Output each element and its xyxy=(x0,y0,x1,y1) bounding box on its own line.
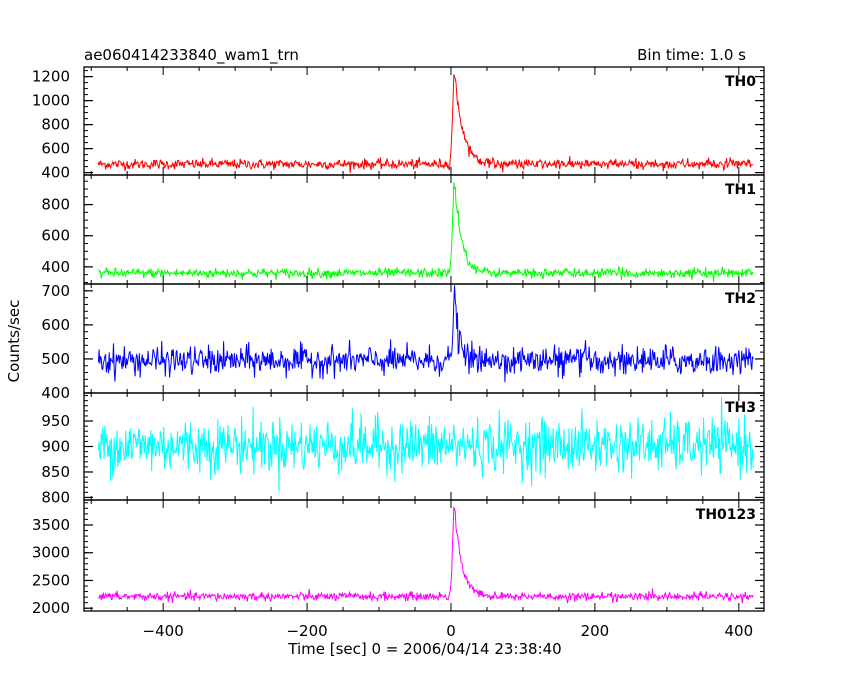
series-line-th0 xyxy=(97,74,754,174)
series-line-th2 xyxy=(97,285,754,383)
x-tick-label: −200 xyxy=(286,622,327,640)
panel-label-th3: TH3 xyxy=(725,400,756,416)
series-line-th0123 xyxy=(98,506,754,604)
panel-frame xyxy=(83,174,765,285)
panel-frame xyxy=(83,499,765,612)
y-tick-label: 400 xyxy=(41,164,70,182)
x-axis-label: Time [sec] 0 = 2006/04/14 23:38:40 xyxy=(287,640,561,658)
y-tick-label: 3500 xyxy=(32,516,70,534)
panel-th1: 400 600 800 TH1 xyxy=(41,174,765,285)
panel-frame xyxy=(83,283,765,394)
x-tick-label: 400 xyxy=(724,622,753,640)
y-tick-label: 700 xyxy=(41,282,70,300)
y-tick-label: 3000 xyxy=(32,544,70,562)
panel-th0: 400 600 800 1000 1200 TH0 xyxy=(32,66,765,182)
panel-frame xyxy=(83,66,765,176)
panel-th0123: 2000 2500 3000 3500 TH0123 xyxy=(32,499,765,617)
y-tick-label: 1200 xyxy=(32,68,70,86)
panel-th3: 800 850 900 950 TH3 xyxy=(41,392,765,506)
panel-label-th0123: TH0123 xyxy=(696,507,756,523)
y-tick-label: 600 xyxy=(41,227,70,245)
panel-label-th1: TH1 xyxy=(725,182,756,198)
y-tick-label: 800 xyxy=(41,488,70,506)
x-tick-label: 200 xyxy=(581,622,610,640)
panel-th2: 400 500 600 700 TH2 xyxy=(41,282,765,402)
series-line-th1 xyxy=(98,182,754,283)
panel-label-th2: TH2 xyxy=(725,291,756,307)
y-tick-label: 950 xyxy=(41,412,70,430)
panel-label-th0: TH0 xyxy=(725,74,756,90)
series-line-th3 xyxy=(97,397,754,492)
y-tick-label: 800 xyxy=(41,116,70,134)
y-tick-label: 2000 xyxy=(32,599,70,617)
y-tick-label: 600 xyxy=(41,140,70,158)
y-tick-label: 2500 xyxy=(32,571,70,589)
panels-group: 400 600 800 1000 1200 TH0 400 600 800 TH1 400 500 60… xyxy=(32,66,765,640)
y-tick-label: 500 xyxy=(41,350,70,368)
bin-time-label: Bin time: 1.0 s xyxy=(637,46,746,64)
y-tick-label: 400 xyxy=(41,258,70,276)
y-tick-label: 600 xyxy=(41,316,70,334)
y-tick-label: 900 xyxy=(41,438,70,456)
y-tick-label: 1000 xyxy=(32,92,70,110)
chart-title: ae060414233840_wam1_trn xyxy=(84,46,299,65)
x-tick-label: 0 xyxy=(446,622,456,640)
y-axis-label: Counts/sec xyxy=(5,300,23,383)
x-tick-label: −400 xyxy=(143,622,184,640)
y-tick-label: 800 xyxy=(41,196,70,214)
y-tick-label: 400 xyxy=(41,384,70,402)
y-tick-label: 850 xyxy=(41,463,70,481)
